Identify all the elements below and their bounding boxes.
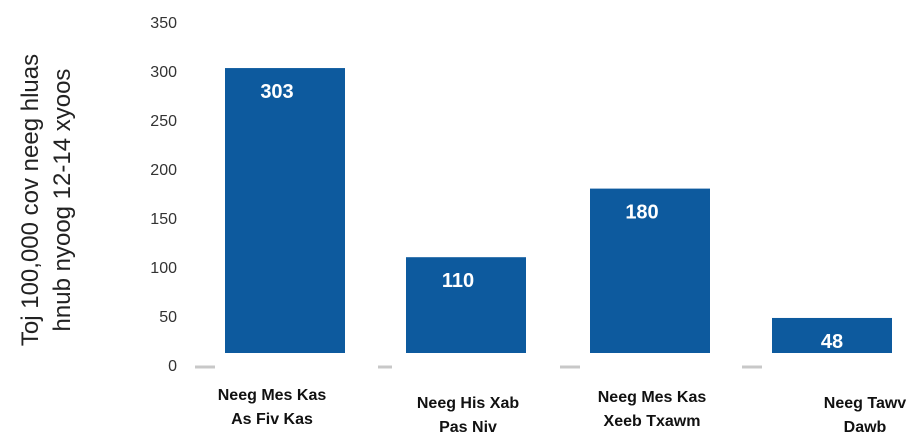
bars [225, 68, 892, 353]
bar [406, 257, 526, 353]
x-category-label-line: Neeg Mes Kas [598, 389, 707, 406]
y-tick-label: 300 [150, 64, 177, 81]
x-category-label-line: Dawb [844, 419, 887, 436]
y-tick-label: 0 [168, 358, 177, 375]
x-category-label-line: Pas Niv [439, 419, 497, 436]
x-category-label-line: Xeeb Txawm [604, 413, 701, 430]
bar [590, 188, 710, 353]
bar [225, 68, 345, 353]
y-axis-label-line: hnub nyoog 12-14 xyoos [49, 69, 76, 332]
data-label: 180 [625, 202, 658, 224]
y-tick-label: 350 [150, 15, 177, 32]
data-label: 303 [260, 81, 293, 103]
x-category-label-line: Neeg Tawv [824, 395, 907, 412]
y-tick-label: 200 [150, 162, 177, 179]
y-axis-label: Toj 100,000 cov neeg hluas hnub nyoog 12-… [17, 54, 76, 346]
y-tick-label: 50 [159, 309, 177, 326]
y-tick-label: 250 [150, 113, 177, 130]
data-labels: 303 110 180 48 [260, 81, 843, 353]
x-category-label: Neeg Mes Kas Xeeb Txawm [598, 389, 707, 430]
y-axis-ticks: 0 50 100 150 200 250 300 350 [150, 15, 177, 375]
x-axis-categories: Neeg Mes Kas As Fiv Kas Neeg His Xab Pas Ni… [218, 387, 907, 436]
x-category-label-line: As Fiv Kas [231, 411, 313, 428]
data-label: 110 [442, 270, 474, 292]
y-tick-label: 150 [150, 211, 177, 228]
x-category-label-line: Neeg Mes Kas [218, 387, 327, 404]
x-category-label: Neeg His Xab Pas Niv [417, 395, 519, 436]
y-axis-label-line: Toj 100,000 cov neeg hluas [17, 54, 44, 346]
x-category-label: Neeg Mes Kas As Fiv Kas [218, 387, 327, 428]
y-tick-label: 100 [150, 260, 177, 277]
bar [772, 317, 892, 353]
x-category-label-line: Neeg His Xab [417, 395, 519, 412]
data-label: 48 [821, 331, 843, 353]
x-category-label: Neeg Tawv Dawb [824, 395, 907, 436]
